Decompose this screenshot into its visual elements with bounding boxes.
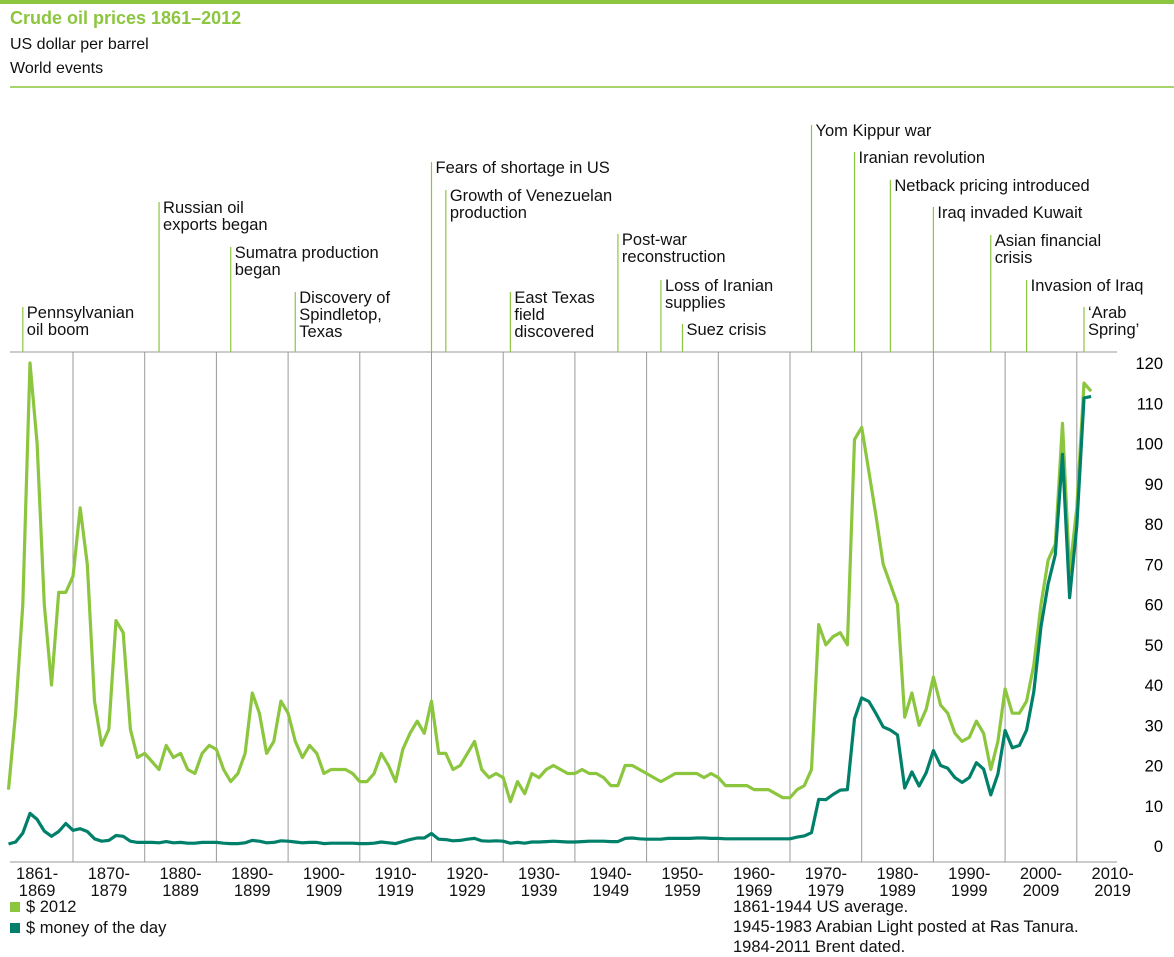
event-label: Discovery of Spindletop, Texas bbox=[299, 289, 391, 341]
series-line bbox=[8, 394, 1092, 846]
legend-label: $ 2012 bbox=[26, 898, 77, 916]
event-label: Netback pricing introduced bbox=[894, 177, 1090, 195]
legend-swatch bbox=[10, 923, 20, 933]
y-tick-label: 110 bbox=[1137, 395, 1163, 413]
event-label: Iranian revolution bbox=[858, 149, 986, 167]
event-label: Iraq invaded Kuwait bbox=[937, 204, 1083, 222]
y-tick-label: 0 bbox=[1154, 838, 1163, 856]
x-tick-label: 1980-1989 bbox=[876, 865, 919, 900]
y-tick-label: 30 bbox=[1145, 717, 1163, 735]
x-tick-label: 2000-2009 bbox=[1019, 865, 1063, 900]
y-tick-label: 10 bbox=[1145, 798, 1163, 816]
top-rule bbox=[0, 0, 1174, 4]
legend-label: $ money of the day bbox=[26, 919, 167, 937]
x-tick-label: 1940-1949 bbox=[589, 865, 632, 900]
series-line bbox=[6, 361, 1093, 804]
x-tick-label: 1970-1979 bbox=[804, 865, 847, 900]
event-label: Pennsylvanian oil boom bbox=[26, 304, 135, 339]
note: 1945-1983 Arabian Light posted at Ras Ta… bbox=[733, 918, 1079, 936]
x-tick-label: 1920-1929 bbox=[446, 865, 489, 900]
y-tick-label: 100 bbox=[1135, 436, 1163, 454]
note: 1984-2011 Brent dated. bbox=[733, 938, 906, 956]
event-label: Fears of shortage in US bbox=[435, 159, 610, 177]
y-tick-label: 20 bbox=[1145, 758, 1163, 776]
event-label: Asian financial crisis bbox=[994, 232, 1102, 267]
y-tick-label: 60 bbox=[1145, 597, 1163, 615]
x-tick-label: 1890-1899 bbox=[231, 865, 274, 900]
event-label: Loss of Iranian supplies bbox=[664, 277, 774, 312]
y-tick-label: 80 bbox=[1145, 516, 1163, 534]
event-label: East Texas field discovered bbox=[514, 289, 595, 341]
x-tick-label: 1910-1919 bbox=[374, 865, 417, 900]
y-tick-label: 90 bbox=[1145, 476, 1163, 494]
x-tick-label: 1861-1869 bbox=[16, 865, 59, 900]
events-title: World events bbox=[10, 60, 104, 77]
event-label: Growth of Venezuelan production bbox=[449, 187, 613, 222]
event-label: Post-war reconstruction bbox=[621, 231, 726, 266]
x-tick-label: 1930-1939 bbox=[517, 865, 561, 900]
event-label: Russian oil exports began bbox=[163, 199, 268, 234]
event-label: Sumatra production began bbox=[234, 244, 379, 279]
chart-title: Crude oil prices 1861–2012 bbox=[10, 8, 242, 28]
y-tick-label: 50 bbox=[1145, 637, 1163, 655]
event-label: Yom Kippur war bbox=[815, 122, 932, 140]
x-tick-label: 1900-1909 bbox=[302, 865, 346, 900]
note: 1861-1944 US average. bbox=[733, 898, 909, 916]
y-tick-label: 70 bbox=[1145, 556, 1163, 574]
x-tick-label: 1990-1999 bbox=[948, 865, 991, 900]
event-label: Suez crisis bbox=[686, 321, 767, 339]
subtitle: US dollar per barrel bbox=[10, 36, 149, 53]
x-tick-label: 1880-1889 bbox=[159, 865, 202, 900]
x-tick-label: 2010-2019 bbox=[1091, 865, 1134, 900]
event-label: Invasion of Iraq bbox=[1030, 277, 1144, 295]
x-tick-label: 1950-1959 bbox=[661, 865, 704, 900]
legend-swatch bbox=[10, 902, 20, 912]
y-tick-label: 40 bbox=[1145, 677, 1163, 695]
event-label: ‘Arab Spring’ bbox=[1087, 304, 1140, 339]
x-tick-label: 1960-1969 bbox=[733, 865, 776, 900]
x-tick-label: 1870-1879 bbox=[87, 865, 130, 900]
y-tick-label: 120 bbox=[1135, 355, 1163, 373]
